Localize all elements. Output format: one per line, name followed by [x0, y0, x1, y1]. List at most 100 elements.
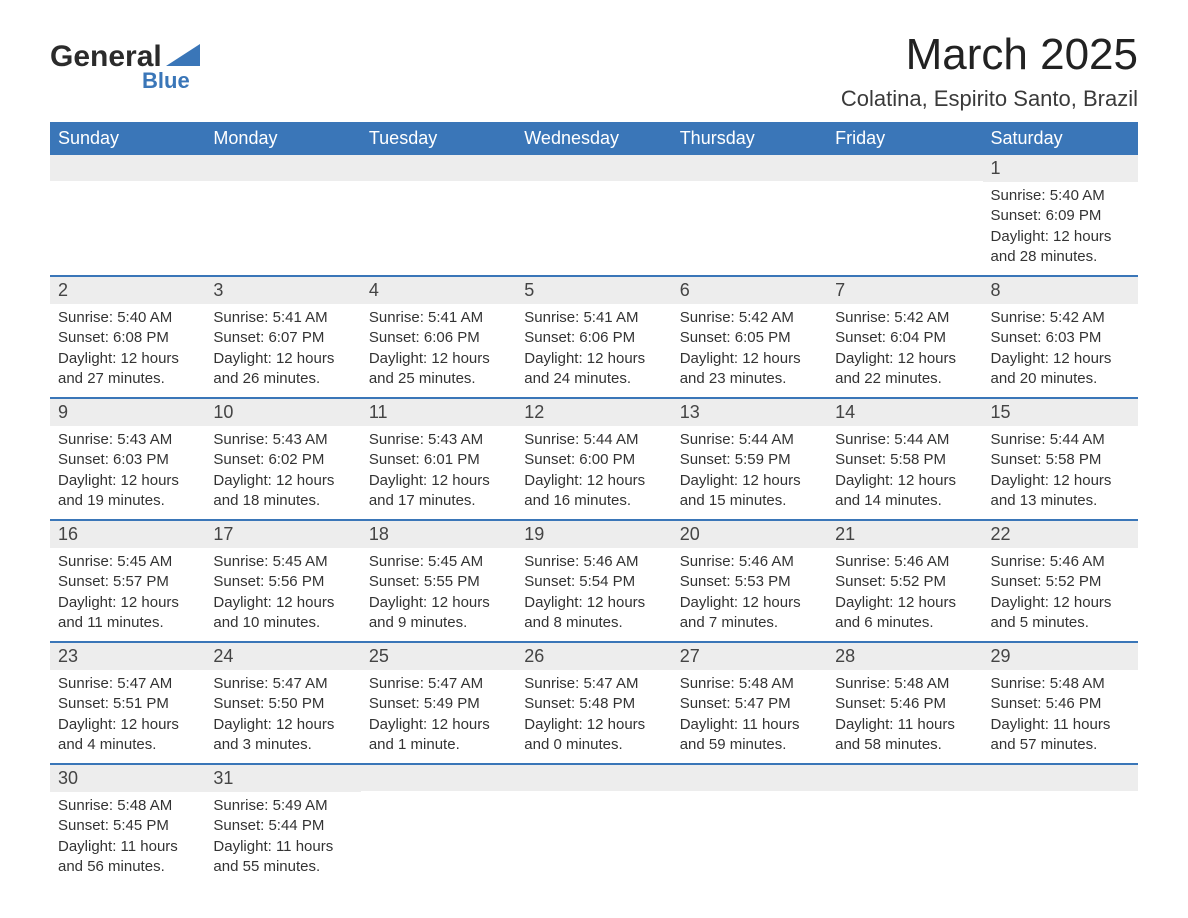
- day-number: 15: [983, 399, 1138, 426]
- day-content: Sunrise: 5:47 AMSunset: 5:51 PMDaylight:…: [50, 670, 205, 763]
- sunset-line: Sunset: 5:50 PM: [213, 694, 352, 714]
- calendar-day-cell: 15Sunrise: 5:44 AMSunset: 5:58 PMDayligh…: [983, 398, 1138, 520]
- day-number: [672, 155, 827, 181]
- brand-logo: General Blue: [50, 40, 200, 94]
- day-content: Sunrise: 5:43 AMSunset: 6:01 PMDaylight:…: [361, 426, 516, 519]
- daylight-line: Daylight: 12 hours and 26 minutes.: [213, 349, 352, 390]
- daylight-line: Daylight: 11 hours and 57 minutes.: [991, 715, 1130, 756]
- day-number: 17: [205, 521, 360, 548]
- day-content: Sunrise: 5:41 AMSunset: 6:06 PMDaylight:…: [361, 304, 516, 397]
- day-content: Sunrise: 5:42 AMSunset: 6:03 PMDaylight:…: [983, 304, 1138, 397]
- day-content: Sunrise: 5:40 AMSunset: 6:08 PMDaylight:…: [50, 304, 205, 397]
- sunset-line: Sunset: 6:05 PM: [680, 328, 819, 348]
- calendar-body: 1Sunrise: 5:40 AMSunset: 6:09 PMDaylight…: [50, 155, 1138, 885]
- day-number: 28: [827, 643, 982, 670]
- day-content: [50, 181, 205, 259]
- day-content: Sunrise: 5:44 AMSunset: 5:58 PMDaylight:…: [983, 426, 1138, 519]
- day-content: Sunrise: 5:44 AMSunset: 6:00 PMDaylight:…: [516, 426, 671, 519]
- calendar-day-cell: 3Sunrise: 5:41 AMSunset: 6:07 PMDaylight…: [205, 276, 360, 398]
- sunset-line: Sunset: 6:07 PM: [213, 328, 352, 348]
- calendar-day-cell: 8Sunrise: 5:42 AMSunset: 6:03 PMDaylight…: [983, 276, 1138, 398]
- daylight-line: Daylight: 12 hours and 11 minutes.: [58, 593, 197, 634]
- day-number: 2: [50, 277, 205, 304]
- calendar-day-cell: 9Sunrise: 5:43 AMSunset: 6:03 PMDaylight…: [50, 398, 205, 520]
- day-number: 23: [50, 643, 205, 670]
- day-number: 27: [672, 643, 827, 670]
- daylight-line: Daylight: 12 hours and 0 minutes.: [524, 715, 663, 756]
- day-number: [516, 155, 671, 181]
- daylight-line: Daylight: 11 hours and 58 minutes.: [835, 715, 974, 756]
- day-content: [983, 791, 1138, 869]
- sunset-line: Sunset: 5:46 PM: [991, 694, 1130, 714]
- calendar-day-cell: [672, 155, 827, 276]
- day-number: 13: [672, 399, 827, 426]
- brand-word-blue: Blue: [142, 68, 190, 94]
- calendar-week-row: 9Sunrise: 5:43 AMSunset: 6:03 PMDaylight…: [50, 398, 1138, 520]
- sunrise-line: Sunrise: 5:48 AM: [58, 796, 197, 816]
- calendar-week-row: 2Sunrise: 5:40 AMSunset: 6:08 PMDaylight…: [50, 276, 1138, 398]
- calendar-day-cell: [516, 764, 671, 885]
- day-content: Sunrise: 5:48 AMSunset: 5:46 PMDaylight:…: [827, 670, 982, 763]
- calendar-day-cell: 4Sunrise: 5:41 AMSunset: 6:06 PMDaylight…: [361, 276, 516, 398]
- daylight-line: Daylight: 12 hours and 3 minutes.: [213, 715, 352, 756]
- day-content: Sunrise: 5:44 AMSunset: 5:58 PMDaylight:…: [827, 426, 982, 519]
- sunset-line: Sunset: 6:03 PM: [58, 450, 197, 470]
- calendar-day-cell: 10Sunrise: 5:43 AMSunset: 6:02 PMDayligh…: [205, 398, 360, 520]
- sunrise-line: Sunrise: 5:46 AM: [524, 552, 663, 572]
- day-number: 16: [50, 521, 205, 548]
- calendar-day-cell: 21Sunrise: 5:46 AMSunset: 5:52 PMDayligh…: [827, 520, 982, 642]
- calendar-day-cell: 25Sunrise: 5:47 AMSunset: 5:49 PMDayligh…: [361, 642, 516, 764]
- day-content: [516, 791, 671, 869]
- day-content: Sunrise: 5:46 AMSunset: 5:52 PMDaylight:…: [983, 548, 1138, 641]
- calendar-week-row: 16Sunrise: 5:45 AMSunset: 5:57 PMDayligh…: [50, 520, 1138, 642]
- daylight-line: Daylight: 11 hours and 59 minutes.: [680, 715, 819, 756]
- sunrise-line: Sunrise: 5:41 AM: [524, 308, 663, 328]
- sunset-line: Sunset: 5:51 PM: [58, 694, 197, 714]
- day-content: Sunrise: 5:45 AMSunset: 5:55 PMDaylight:…: [361, 548, 516, 641]
- sunrise-line: Sunrise: 5:49 AM: [213, 796, 352, 816]
- daylight-line: Daylight: 11 hours and 55 minutes.: [213, 837, 352, 878]
- sunset-line: Sunset: 5:59 PM: [680, 450, 819, 470]
- day-content: [361, 791, 516, 869]
- weekday-header: Wednesday: [516, 122, 671, 155]
- daylight-line: Daylight: 12 hours and 14 minutes.: [835, 471, 974, 512]
- daylight-line: Daylight: 12 hours and 9 minutes.: [369, 593, 508, 634]
- sunset-line: Sunset: 6:03 PM: [991, 328, 1130, 348]
- day-number: 19: [516, 521, 671, 548]
- calendar-day-cell: [672, 764, 827, 885]
- calendar-day-cell: [361, 155, 516, 276]
- calendar-day-cell: [516, 155, 671, 276]
- day-content: [205, 181, 360, 259]
- day-content: [672, 181, 827, 259]
- title-block: March 2025 Colatina, Espirito Santo, Bra…: [841, 30, 1138, 112]
- sunset-line: Sunset: 5:49 PM: [369, 694, 508, 714]
- day-number: [516, 765, 671, 791]
- daylight-line: Daylight: 12 hours and 13 minutes.: [991, 471, 1130, 512]
- calendar-week-row: 30Sunrise: 5:48 AMSunset: 5:45 PMDayligh…: [50, 764, 1138, 885]
- sunrise-line: Sunrise: 5:48 AM: [835, 674, 974, 694]
- daylight-line: Daylight: 12 hours and 23 minutes.: [680, 349, 819, 390]
- month-title: March 2025: [841, 30, 1138, 80]
- day-content: Sunrise: 5:47 AMSunset: 5:49 PMDaylight:…: [361, 670, 516, 763]
- sunrise-line: Sunrise: 5:48 AM: [991, 674, 1130, 694]
- day-number: 14: [827, 399, 982, 426]
- weekday-header: Sunday: [50, 122, 205, 155]
- daylight-line: Daylight: 12 hours and 20 minutes.: [991, 349, 1130, 390]
- calendar-day-cell: 2Sunrise: 5:40 AMSunset: 6:08 PMDaylight…: [50, 276, 205, 398]
- daylight-line: Daylight: 12 hours and 15 minutes.: [680, 471, 819, 512]
- calendar-day-cell: 12Sunrise: 5:44 AMSunset: 6:00 PMDayligh…: [516, 398, 671, 520]
- calendar-week-row: 1Sunrise: 5:40 AMSunset: 6:09 PMDaylight…: [50, 155, 1138, 276]
- day-content: Sunrise: 5:43 AMSunset: 6:03 PMDaylight:…: [50, 426, 205, 519]
- sunrise-line: Sunrise: 5:46 AM: [680, 552, 819, 572]
- calendar-day-cell: 5Sunrise: 5:41 AMSunset: 6:06 PMDaylight…: [516, 276, 671, 398]
- sunset-line: Sunset: 5:44 PM: [213, 816, 352, 836]
- calendar-day-cell: [827, 155, 982, 276]
- sunset-line: Sunset: 6:01 PM: [369, 450, 508, 470]
- daylight-line: Daylight: 12 hours and 16 minutes.: [524, 471, 663, 512]
- calendar-day-cell: 24Sunrise: 5:47 AMSunset: 5:50 PMDayligh…: [205, 642, 360, 764]
- day-number: 18: [361, 521, 516, 548]
- day-number: 22: [983, 521, 1138, 548]
- calendar-day-cell: 7Sunrise: 5:42 AMSunset: 6:04 PMDaylight…: [827, 276, 982, 398]
- day-content: Sunrise: 5:46 AMSunset: 5:53 PMDaylight:…: [672, 548, 827, 641]
- sunrise-line: Sunrise: 5:47 AM: [58, 674, 197, 694]
